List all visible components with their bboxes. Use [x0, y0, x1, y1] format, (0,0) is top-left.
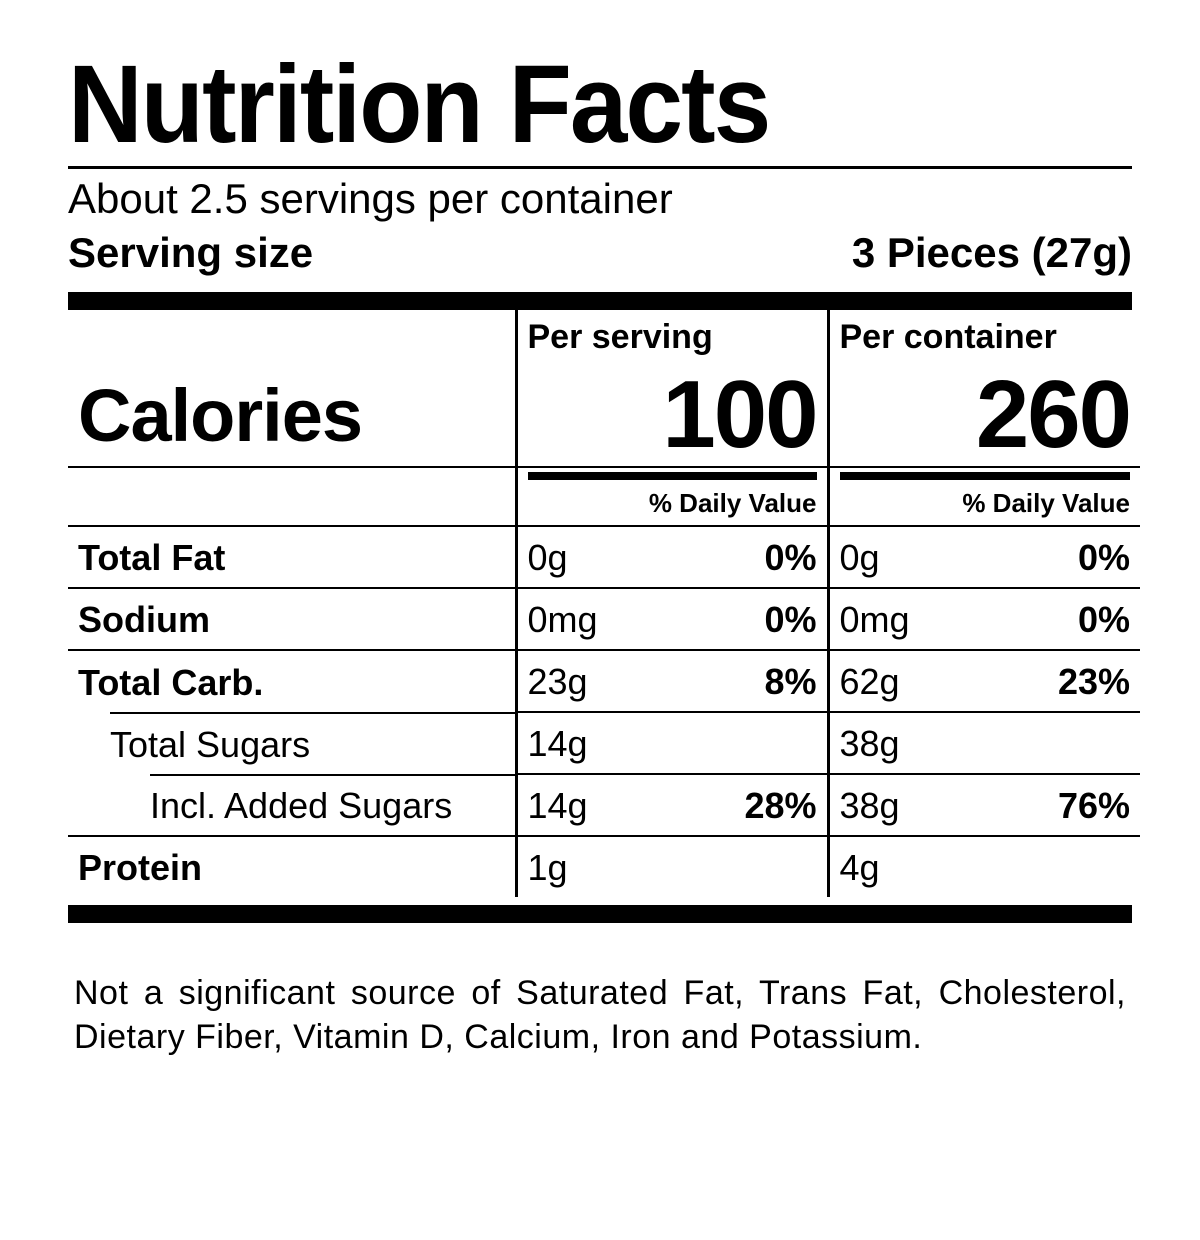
table-row: Total Sugars 14g 38g [68, 712, 1140, 774]
nutrient-serv-val: 14g [516, 774, 672, 836]
nutrient-name: Sodium [68, 588, 516, 650]
nutrient-serv-val: 23g [516, 650, 672, 712]
nutrient-serv-dv: 0% [672, 588, 828, 650]
nutrient-cont-val: 38g [828, 774, 984, 836]
calories-label: Calories [68, 362, 516, 467]
rule-thick-bottom [68, 905, 1132, 923]
dv-header-serving: % Daily Value [518, 480, 827, 525]
nutrient-serv-val: 0mg [516, 588, 672, 650]
nutrient-serv-dv: 0% [672, 526, 828, 588]
nutrient-cont-dv: 0% [984, 526, 1140, 588]
nutrient-serv-dv: 8% [672, 650, 828, 712]
nutrient-name: Protein [68, 836, 516, 897]
nutrition-facts-panel: Nutrition Facts About 2.5 servings per c… [60, 40, 1140, 1059]
nutrient-cont-val: 38g [828, 712, 984, 774]
table-row: Total Carb. 23g 8% 62g 23% [68, 650, 1140, 712]
table-row: Sodium 0mg 0% 0mg 0% [68, 588, 1140, 650]
nutrient-serv-val: 14g [516, 712, 672, 774]
servings-per-container: About 2.5 servings per container [68, 175, 1132, 223]
panel-title: Nutrition Facts [68, 50, 1068, 160]
table-row: Total Fat 0g 0% 0g 0% [68, 526, 1140, 588]
nutrient-name: Total Fat [68, 526, 516, 588]
nutrient-cont-val: 62g [828, 650, 984, 712]
serving-size-value: 3 Pieces (27g) [852, 229, 1132, 277]
nutrient-cont-val: 4g [828, 836, 984, 897]
table-row: Incl. Added Sugars 14g 28% 38g 76% [68, 774, 1140, 836]
dv-header-container: % Daily Value [830, 480, 1141, 525]
rule-under-title [68, 166, 1132, 169]
calories-per-serving: 100 [516, 362, 828, 467]
nutrient-name: Total Sugars [68, 712, 516, 774]
header-per-container: Per container [828, 310, 1140, 362]
nutrient-cont-dv: 23% [984, 650, 1140, 712]
nutrient-cont-val: 0mg [828, 588, 984, 650]
calories-row: Calories 100 260 [68, 362, 1140, 467]
calories-per-container: 260 [828, 362, 1140, 467]
table-row: Protein 1g 4g [68, 836, 1140, 897]
calories-underline-container [840, 472, 1131, 480]
nutrient-cont-dv [984, 712, 1140, 774]
column-header-row: Per serving Per container [68, 310, 1140, 362]
nutrient-serv-dv [672, 836, 828, 897]
serving-size-row: Serving size 3 Pieces (27g) [68, 223, 1132, 283]
nutrient-cont-val: 0g [828, 526, 984, 588]
nutrient-serv-val: 1g [516, 836, 672, 897]
nutrient-name: Total Carb. [68, 650, 516, 712]
calories-underline-serving [528, 472, 817, 480]
header-per-serving: Per serving [516, 310, 828, 362]
nutrient-cont-dv [984, 836, 1140, 897]
nutrient-serv-dv: 28% [672, 774, 828, 836]
nutrient-name: Incl. Added Sugars [68, 774, 516, 836]
serving-size-label: Serving size [68, 229, 313, 277]
rule-thick-top [68, 292, 1132, 310]
nutrient-cont-dv: 76% [984, 774, 1140, 836]
nutrient-serv-val: 0g [516, 526, 672, 588]
nutrition-table: Per serving Per container Calories 100 2… [68, 310, 1140, 897]
nutrient-serv-dv [672, 712, 828, 774]
nutrient-cont-dv: 0% [984, 588, 1140, 650]
dv-header-row: % Daily Value % Daily Value [68, 467, 1140, 526]
footnote: Not a significant source of Saturated Fa… [68, 957, 1132, 1059]
